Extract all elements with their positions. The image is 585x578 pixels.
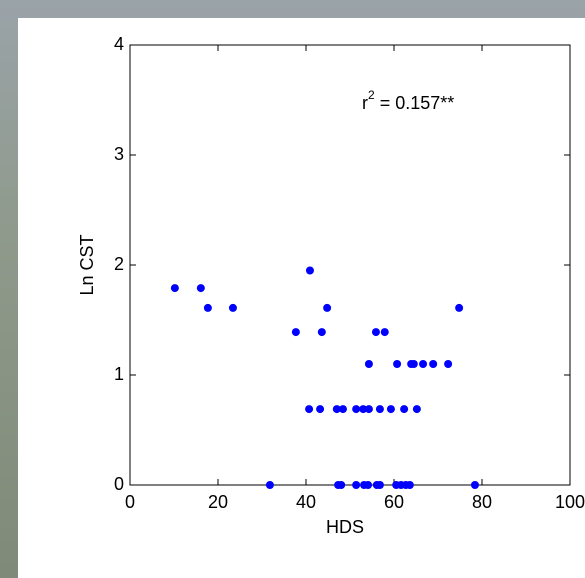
point (305, 405, 314, 414)
point (317, 328, 326, 337)
point (337, 481, 346, 489)
point (375, 481, 384, 489)
point (429, 360, 438, 368)
point (338, 405, 347, 414)
point (412, 405, 421, 414)
point (455, 303, 464, 312)
y-axis-label: Ln CST (77, 234, 97, 295)
point (316, 405, 325, 414)
point (352, 481, 361, 489)
y-tick-label: 0 (114, 474, 124, 494)
point (291, 328, 300, 337)
point (196, 284, 205, 293)
x-tick-label: 100 (555, 492, 585, 512)
x-tick-label: 20 (208, 492, 228, 512)
point (371, 328, 380, 337)
annotation-sup: 2 (368, 88, 375, 102)
y-tick-label: 4 (114, 34, 124, 54)
annotation-base: r (362, 93, 368, 113)
point (352, 405, 361, 414)
y-tick-label: 2 (114, 254, 124, 274)
point (265, 481, 274, 489)
point (380, 328, 389, 337)
x-tick-label: 40 (296, 492, 316, 512)
point (332, 405, 341, 414)
x-tick-label: 0 (125, 492, 135, 512)
x-tick-label: 60 (384, 492, 404, 512)
point (170, 284, 179, 293)
point (364, 481, 373, 489)
point (393, 360, 402, 368)
plot-frame (129, 44, 571, 486)
point (364, 405, 373, 414)
point (470, 481, 479, 489)
point (405, 481, 414, 489)
y-tick-label: 1 (114, 364, 124, 384)
annotation-rest: = 0.157** (375, 93, 455, 113)
y-tick-label: 3 (114, 144, 124, 164)
point (419, 360, 428, 368)
point (228, 303, 237, 312)
x-axis-label: HDS (326, 517, 364, 537)
point (364, 360, 373, 368)
annotation: r2 = 0.157** (362, 88, 454, 113)
point (400, 405, 409, 414)
point (305, 266, 314, 275)
point (375, 405, 384, 414)
point (203, 303, 212, 312)
point (444, 360, 453, 368)
point (323, 303, 332, 312)
point (359, 405, 368, 414)
x-tick-label: 80 (472, 492, 492, 512)
point (409, 360, 418, 368)
point (386, 405, 395, 414)
